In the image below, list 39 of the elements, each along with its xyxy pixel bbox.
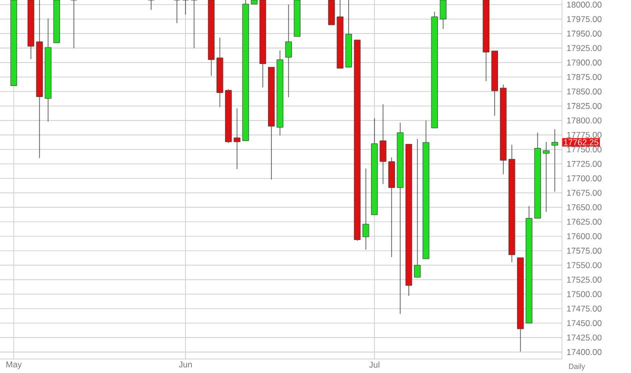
y-tick-label: 17650.00 bbox=[567, 204, 602, 210]
candlestick bbox=[551, 128, 558, 192]
y-tick-label: 17725.00 bbox=[567, 160, 602, 167]
text: 17762.25 bbox=[564, 139, 598, 146]
y-tick-label: 17400.00 bbox=[567, 349, 602, 356]
x-tick-label: Jul bbox=[369, 362, 380, 368]
y-tick-label: 17800.00 bbox=[567, 117, 602, 124]
y-tick-label: 17700.00 bbox=[567, 175, 602, 182]
candlestick bbox=[542, 142, 550, 212]
y-tick-label: 17825.00 bbox=[567, 102, 602, 109]
candlestick bbox=[174, 0, 180, 24]
y-tick-label: 17475.00 bbox=[567, 306, 602, 312]
x-tick-label: Jun bbox=[178, 362, 192, 368]
y-tick-label: 17900.00 bbox=[567, 60, 602, 66]
x-tick-label: May bbox=[6, 362, 22, 370]
y-tick-label: 17850.00 bbox=[567, 88, 602, 94]
y-tick-label: 17975.00 bbox=[567, 16, 602, 22]
y-tick-label: 17525.00 bbox=[567, 276, 602, 283]
y-tick-label: 17925.00 bbox=[567, 45, 602, 52]
y-tick-label: 17500.00 bbox=[567, 291, 602, 298]
y-tick-label: 17675.00 bbox=[567, 190, 602, 196]
y-tick-label: 17450.00 bbox=[567, 320, 602, 326]
candlestick bbox=[362, 168, 370, 250]
y-tick-label: 17750.00 bbox=[567, 146, 602, 152]
y-tick-label: 17600.00 bbox=[567, 233, 602, 240]
candlestick bbox=[285, 4, 292, 98]
y-tick-label: 18000.00 bbox=[567, 2, 602, 8]
y-tick-label: 17775.00 bbox=[567, 132, 602, 138]
candlestick bbox=[190, 0, 198, 48]
y-tick-label: 17625.00 bbox=[567, 218, 602, 225]
y-tick-label: 17575.00 bbox=[567, 248, 602, 254]
y-tick-label: 17425.00 bbox=[567, 334, 602, 341]
candlestick bbox=[148, 0, 154, 10]
y-tick-label: 17550.00 bbox=[567, 262, 602, 268]
y-tick-label: 17950.00 bbox=[567, 30, 602, 37]
candlestick bbox=[414, 138, 421, 278]
y-tick-label: 17875.00 bbox=[567, 74, 602, 80]
candlestick bbox=[182, 0, 189, 15]
candlestick bbox=[70, 0, 78, 48]
